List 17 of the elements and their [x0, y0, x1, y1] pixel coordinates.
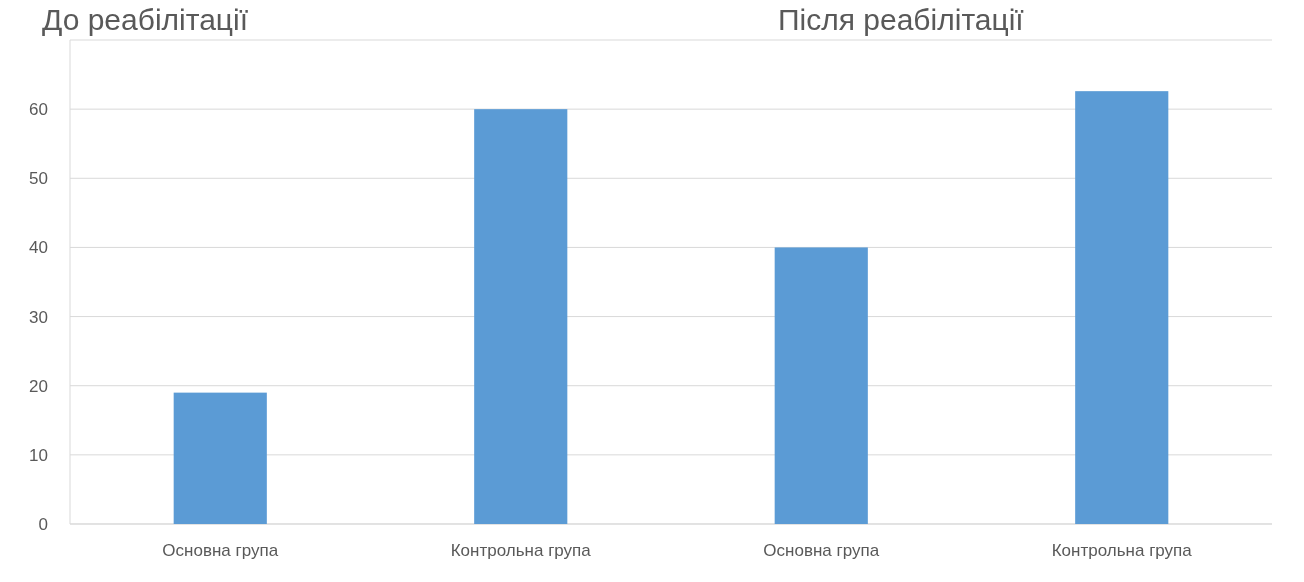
y-tick-label: 30 — [29, 307, 48, 327]
bar — [173, 392, 267, 524]
bar — [774, 247, 868, 524]
x-tick-label: Контрольна група — [450, 541, 592, 560]
x-tick-label: Основна група — [763, 541, 880, 560]
text: Після реабілітації — [778, 3, 1025, 36]
y-tick-label: 0 — [38, 514, 48, 534]
x-tick-label: Контрольна група — [1051, 541, 1193, 560]
y-tick-label: 40 — [29, 238, 48, 258]
y-tick-label: 50 — [29, 169, 48, 189]
bar — [474, 109, 568, 524]
bar — [1075, 91, 1169, 524]
y-tick-label: 10 — [29, 445, 48, 465]
y-tick-label: 60 — [29, 100, 48, 120]
y-tick-label: 20 — [29, 376, 48, 396]
x-tick-label: Основна група — [162, 541, 279, 560]
chart-title: До реабілітації — [42, 3, 249, 36]
